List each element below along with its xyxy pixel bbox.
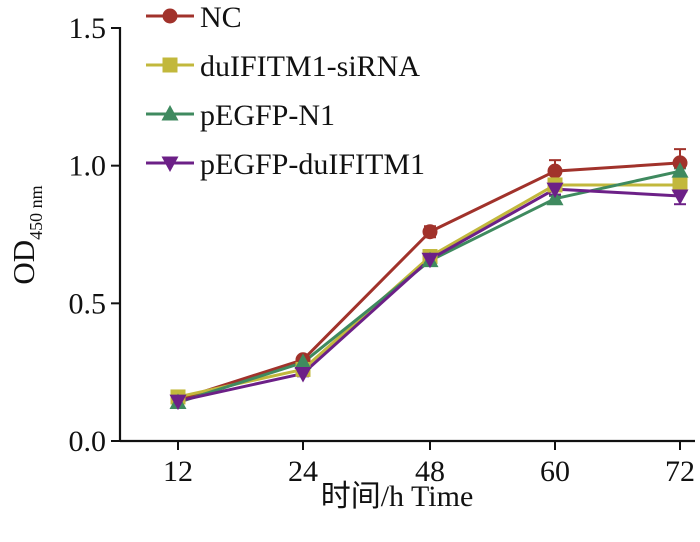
axes: 0.0 0.5 1.0 1.5 12 24 48 60 72 <box>69 12 695 488</box>
legend-marker-2 <box>161 105 179 121</box>
legend-marker-1 <box>162 57 178 73</box>
legend-label-1: duIFITM1-siRNA <box>200 50 420 83</box>
series-markers <box>169 155 689 411</box>
legend: NC duIFITM1-siRNA pEGFP-N1 pEGFP-duIFITM1 <box>146 1 425 181</box>
y-tick-label-1: 0.5 <box>69 287 107 320</box>
legend-label-0: NC <box>200 1 242 34</box>
x-tick-label-4: 72 <box>665 455 695 488</box>
series-lines <box>177 161 681 404</box>
y-axis-label-main: OD <box>6 240 41 285</box>
series-3-point-0 <box>169 394 187 411</box>
series-3-point-2 <box>421 252 439 269</box>
series-0-point-2 <box>422 224 438 240</box>
legend-label-3: pEGFP-duIFITM1 <box>200 148 425 181</box>
series-3-point-1 <box>294 367 312 383</box>
x-axis-label: 时间/h Time <box>321 480 474 513</box>
y-tick-label-3: 1.5 <box>69 12 107 45</box>
legend-item-1: duIFITM1-siRNA <box>146 50 420 83</box>
y-tick-label-2: 1.0 <box>69 150 107 183</box>
x-tick-label-1: 24 <box>288 455 318 488</box>
x-tick-label-3: 60 <box>540 455 570 488</box>
legend-item-0: NC <box>146 1 242 34</box>
x-tick-label-2: 48 <box>415 455 445 488</box>
series-3-point-4 <box>671 189 689 205</box>
legend-item-3: pEGFP-duIFITM1 <box>146 148 425 181</box>
legend-marker-0 <box>162 8 178 24</box>
series-2-point-1 <box>294 353 312 370</box>
series-3-point-3 <box>546 182 564 199</box>
legend-marker-3 <box>161 156 179 172</box>
y-axis-label: OD450 nm <box>6 185 46 284</box>
x-tick-label-0: 12 <box>163 455 193 488</box>
series-line-2 <box>177 169 681 404</box>
y-axis-label-subscript: 450 nm <box>26 185 46 240</box>
y-tick-label-0: 0.0 <box>69 425 107 458</box>
series-0-point-3 <box>547 163 563 179</box>
legend-label-2: pEGFP-N1 <box>200 99 335 132</box>
series-line-0 <box>177 161 681 402</box>
series-line-3 <box>177 187 681 403</box>
series-1-point-4 <box>672 177 688 193</box>
legend-item-2: pEGFP-N1 <box>146 99 335 132</box>
series-2-point-4 <box>671 162 689 178</box>
series-line-1 <box>177 183 680 399</box>
